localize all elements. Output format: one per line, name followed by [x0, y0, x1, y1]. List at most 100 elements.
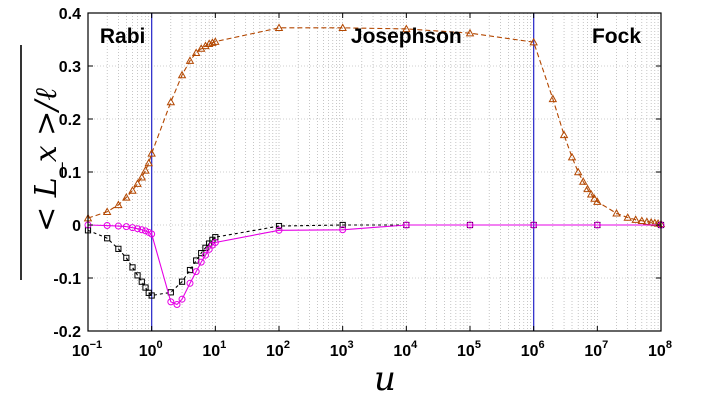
data-point-circle [186, 279, 194, 287]
data-point-circle [530, 221, 538, 229]
data-point-square [123, 254, 130, 261]
x-tick-label: 102 [266, 339, 290, 360]
data-point-triangle [338, 23, 347, 32]
data-point-triangle [559, 130, 569, 139]
y-tick-label: 0 [72, 218, 81, 235]
data-point-circle [402, 221, 410, 229]
data-point-triangle [593, 197, 602, 205]
data-point-circle [103, 222, 111, 230]
data-point-square [186, 266, 194, 274]
data-point-circle [192, 268, 200, 276]
data-point-circle [178, 295, 186, 303]
data-point-triangle [402, 24, 411, 33]
x-tick-base: 10 [202, 343, 220, 360]
data-point-triangle [612, 208, 621, 217]
x-tick-label: 10−1 [72, 339, 102, 360]
data-point-circle [339, 226, 347, 234]
data-point-circle [466, 221, 474, 229]
y-tick-label: 0.1 [59, 165, 81, 182]
tick-marks [87, 12, 662, 332]
x-tick-label: 105 [457, 339, 481, 360]
data-point-triangle [567, 152, 577, 161]
data-point-triangle [211, 37, 220, 45]
data-point-triangle [102, 207, 112, 215]
x-tick-exponent: 5 [475, 339, 481, 351]
data-point-square [148, 292, 155, 299]
data-point-triangle [191, 48, 201, 56]
data-point-triangle [208, 38, 217, 46]
region-boundaries [151, 13, 535, 331]
data-point-triangle [201, 41, 210, 50]
x-tick-base: 10 [266, 343, 284, 360]
region-label: Josephson [351, 25, 462, 48]
y-tick-label: -0.1 [53, 271, 81, 288]
data-point-triangle [637, 216, 647, 224]
data-point-square [142, 284, 149, 291]
data-point-triangle [548, 94, 558, 103]
x-tick-exponent: 8 [666, 339, 672, 351]
x-tick-exponent: −1 [90, 339, 103, 351]
data-point-square [202, 244, 209, 251]
data-point-square [138, 278, 145, 285]
data-point-triangle [144, 158, 154, 167]
x-tick-label: 106 [521, 339, 545, 360]
x-tick-label: 108 [648, 339, 672, 360]
data-point-triangle [141, 165, 150, 174]
y-tick-labels: -0.2 -0.1 0 0.1 0.2 0.3 0.4 [53, 6, 81, 341]
x-tick-exponent: 6 [539, 339, 545, 351]
data-point-circle [197, 258, 205, 266]
series-group [83, 23, 666, 308]
data-point-triangle [631, 215, 640, 223]
data-point-triangle [122, 193, 131, 201]
data-point-circle [167, 298, 175, 306]
data-point-square [129, 264, 136, 271]
region-labels: Rabi Josephson Fock [100, 25, 641, 48]
data-point-triangle [137, 172, 147, 181]
series-line-circle [87, 224, 661, 306]
x-tick-exponent: 7 [602, 339, 608, 351]
plot-frame [87, 12, 662, 332]
x-tick-base: 10 [648, 343, 666, 360]
x-tick-exponent: 4 [411, 339, 418, 351]
data-point-square [134, 272, 141, 279]
data-point-square [104, 235, 111, 242]
data-point-circle [141, 227, 149, 235]
y-tick-label: 0.2 [59, 112, 81, 129]
region-label: Rabi [100, 25, 146, 48]
y-axis-label: < L_x >/ℓ [29, 88, 64, 232]
x-tick-labels: 10−1 100 101 102 103 104 105 106 107 108 [72, 339, 672, 360]
x-tick-label: 100 [139, 339, 163, 360]
data-point-triangle [578, 177, 588, 185]
data-point-triangle [590, 194, 599, 202]
data-point-circle [173, 301, 181, 308]
data-point-circle [134, 225, 142, 233]
series-line-triangle [87, 27, 662, 225]
data-point-triangle [465, 28, 475, 37]
data-point-triangle [114, 200, 123, 209]
data-point-triangle [133, 179, 142, 187]
data-point-circle [129, 224, 137, 232]
x-tick-label: 104 [393, 339, 418, 360]
data-point-circle [114, 222, 122, 230]
data-point-triangle [573, 167, 583, 176]
series-line-square [87, 224, 661, 297]
data-point-triangle [177, 70, 187, 79]
data-point-triangle [128, 186, 137, 194]
x-tick-exponent: 0 [157, 339, 163, 351]
x-tick-exponent: 1 [220, 339, 226, 351]
data-point-triangle [583, 184, 592, 193]
x-tick-base: 10 [584, 343, 602, 360]
grid [87, 12, 661, 332]
region-label: Fock [592, 25, 641, 48]
x-tick-base: 10 [72, 343, 90, 360]
data-point-circle [275, 226, 283, 234]
data-point-square [178, 278, 186, 285]
x-tick-exponent: 3 [348, 339, 354, 351]
y-tick-label: 0.4 [59, 6, 81, 23]
data-point-circle [211, 238, 219, 246]
x-tick-base: 10 [139, 343, 157, 360]
data-point-triangle [274, 23, 284, 32]
data-point-circle [593, 221, 601, 229]
y-tick-label: 0.3 [59, 59, 81, 76]
